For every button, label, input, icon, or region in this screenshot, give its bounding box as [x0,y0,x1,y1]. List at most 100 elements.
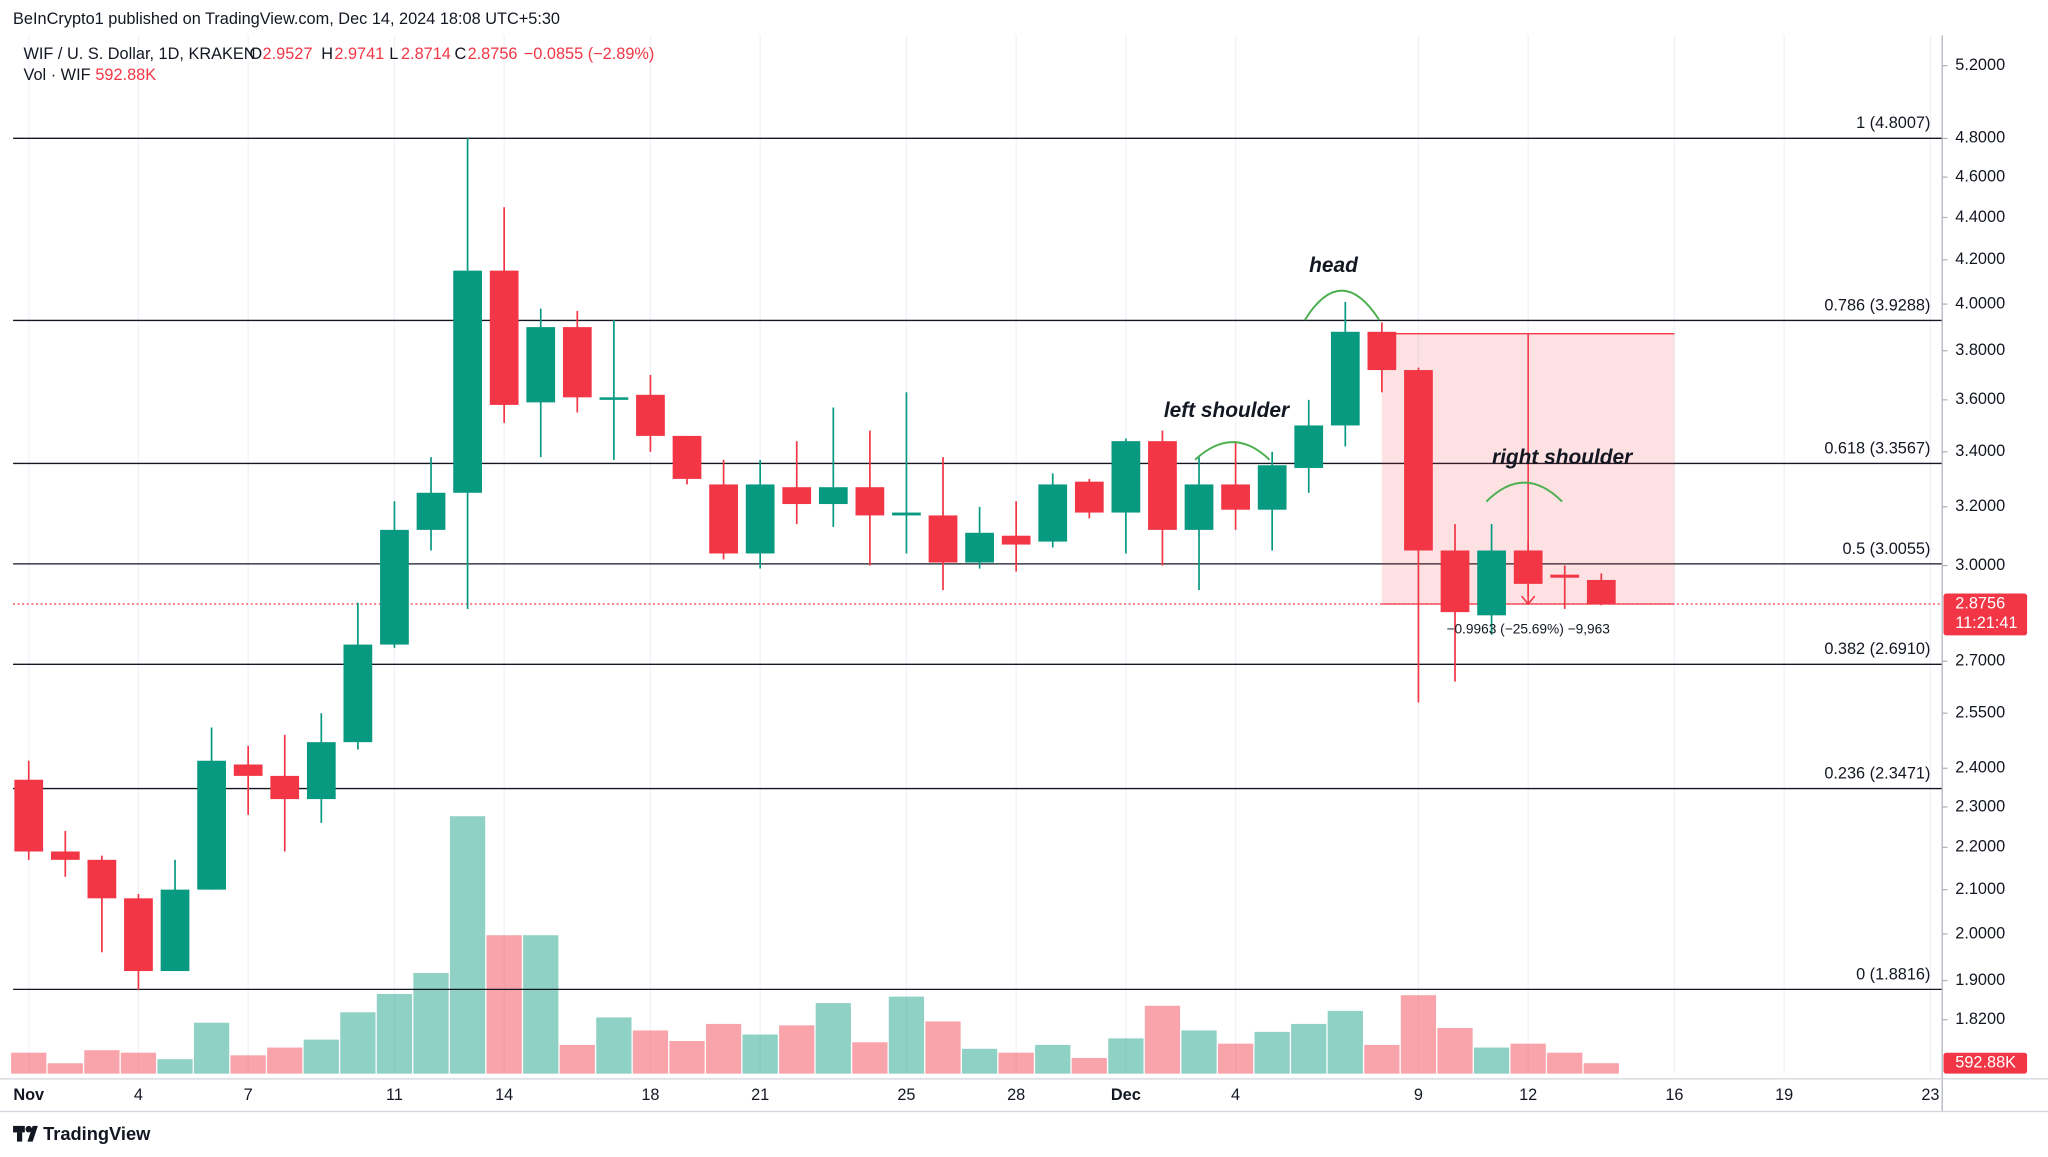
volume-bar [84,1050,120,1074]
candle-body [818,487,848,505]
y-tick-label: 2.3000 [1955,797,2005,815]
axes [0,35,2048,1113]
ohlc-letter: C [455,45,467,63]
x-tick-label: 23 [1921,1086,1939,1104]
volume-title: Vol · WIF [24,66,91,84]
volume-bar [1547,1052,1583,1074]
volume-bar [925,1021,961,1074]
y-tick-label: 2.4000 [1955,759,2005,777]
x-tick-label: 12 [1519,1086,1537,1104]
x-tick-label: 16 [1665,1086,1683,1104]
candle-body [1440,550,1470,613]
volume-bar [413,972,449,1074]
open-value: 2.9527 [263,45,313,63]
change: −0.0855 (−2.89%) [524,45,655,63]
y-tick-label: 3.0000 [1955,556,2005,574]
logo-shape [13,1125,25,1133]
volume-bar [1181,1030,1217,1074]
volume-bar [815,1003,851,1074]
y-tick-label: 3.4000 [1955,442,2005,460]
volume-bar [1473,1047,1510,1074]
candle-body [892,512,921,516]
candle-body [1586,579,1616,605]
brand-logo [13,1125,38,1142]
pattern-arc [1303,289,1381,321]
volume-bar [998,1052,1034,1074]
candle-body [1257,465,1287,510]
volume-bar [705,1023,742,1074]
candle-body [233,764,263,776]
volume-bar [193,1022,230,1074]
candle-body [709,484,738,554]
x-tick-label: 9 [1414,1086,1423,1104]
volume-bar [779,1025,815,1074]
ohlc-letter: H [321,45,333,63]
candle-body [1148,441,1177,530]
volume-bar [1437,1027,1473,1074]
candle-body [380,529,409,645]
volume-bar [1071,1057,1107,1074]
candle-body [672,435,702,479]
fib-label: 0 (1.8816) [1856,965,1930,983]
y-tick-label: 4.2000 [1955,250,2005,268]
candle-body [1294,425,1324,468]
candle-body [745,484,775,554]
candle-body [526,327,556,403]
volume-bar [669,1041,705,1074]
candle-body [855,487,885,516]
candle-body [453,270,482,493]
logo-shape [27,1125,38,1142]
x-tick-label: Dec [1111,1086,1141,1104]
ohlc-letter: O [249,45,262,63]
volume-bar [1510,1043,1546,1074]
logo-shape [16,1132,23,1142]
volume-bar [1291,1023,1327,1074]
candle-body [636,394,665,436]
candle-body [197,760,226,890]
x-tick-label: 21 [751,1086,769,1104]
fib-label: 0.5 (3.0055) [1842,540,1930,558]
annotation: left shoulder [1164,399,1291,422]
candle-body [782,487,812,505]
ohlc-letter: L [389,45,398,63]
candle-body [306,742,336,800]
candle-body [1001,535,1031,545]
candle-body [562,327,592,398]
low-value: 2.8714 [401,45,451,63]
candle-body [160,889,190,972]
volume-bar [1583,1063,1619,1074]
x-tick-label: 7 [244,1086,253,1104]
volume-bar [1400,995,1437,1074]
measure-label: −0.9963 (−25.69%) −9,963 [1446,622,1610,637]
volume-bar [1217,1043,1254,1074]
x-tick-label: 19 [1775,1086,1793,1104]
publisher-line: BeInCrypto1 published on TradingView.com… [13,10,560,28]
volume-bar [157,1059,193,1074]
volume-bar [852,1042,888,1074]
fib-label: 0.382 (2.6910) [1824,640,1930,658]
y-tick-label: 2.5500 [1955,704,2005,722]
volume-bar [1254,1031,1290,1074]
volume-bar [120,1052,157,1074]
candle-body [965,532,994,563]
fib-label: 0.618 (3.3567) [1824,439,1930,457]
volume-bar [1327,1010,1363,1074]
candle-body [1184,484,1214,530]
volume-bar [449,816,486,1074]
annotation: right shoulder [1492,446,1634,469]
candle-body [14,779,44,852]
volume-bar [1108,1038,1144,1074]
y-tick-label: 2.2000 [1955,838,2005,856]
y-tick-label: 5.2000 [1955,56,2005,74]
volume-bar [961,1048,998,1074]
close-value: 2.8756 [468,45,518,63]
candle-body [50,851,80,860]
label-layer: 5.2000 4.8000 4.6000 4.4000 4.2000 4.0000 3.80… [13,56,2028,1104]
y-tick-label: 1.8200 [1955,1010,2005,1028]
brand: TradingView [43,1123,151,1144]
candle-body [1513,550,1543,584]
candle-body [1367,331,1397,371]
symbol: WIF / U. S. Dollar, 1D, KRAKEN [24,45,256,63]
